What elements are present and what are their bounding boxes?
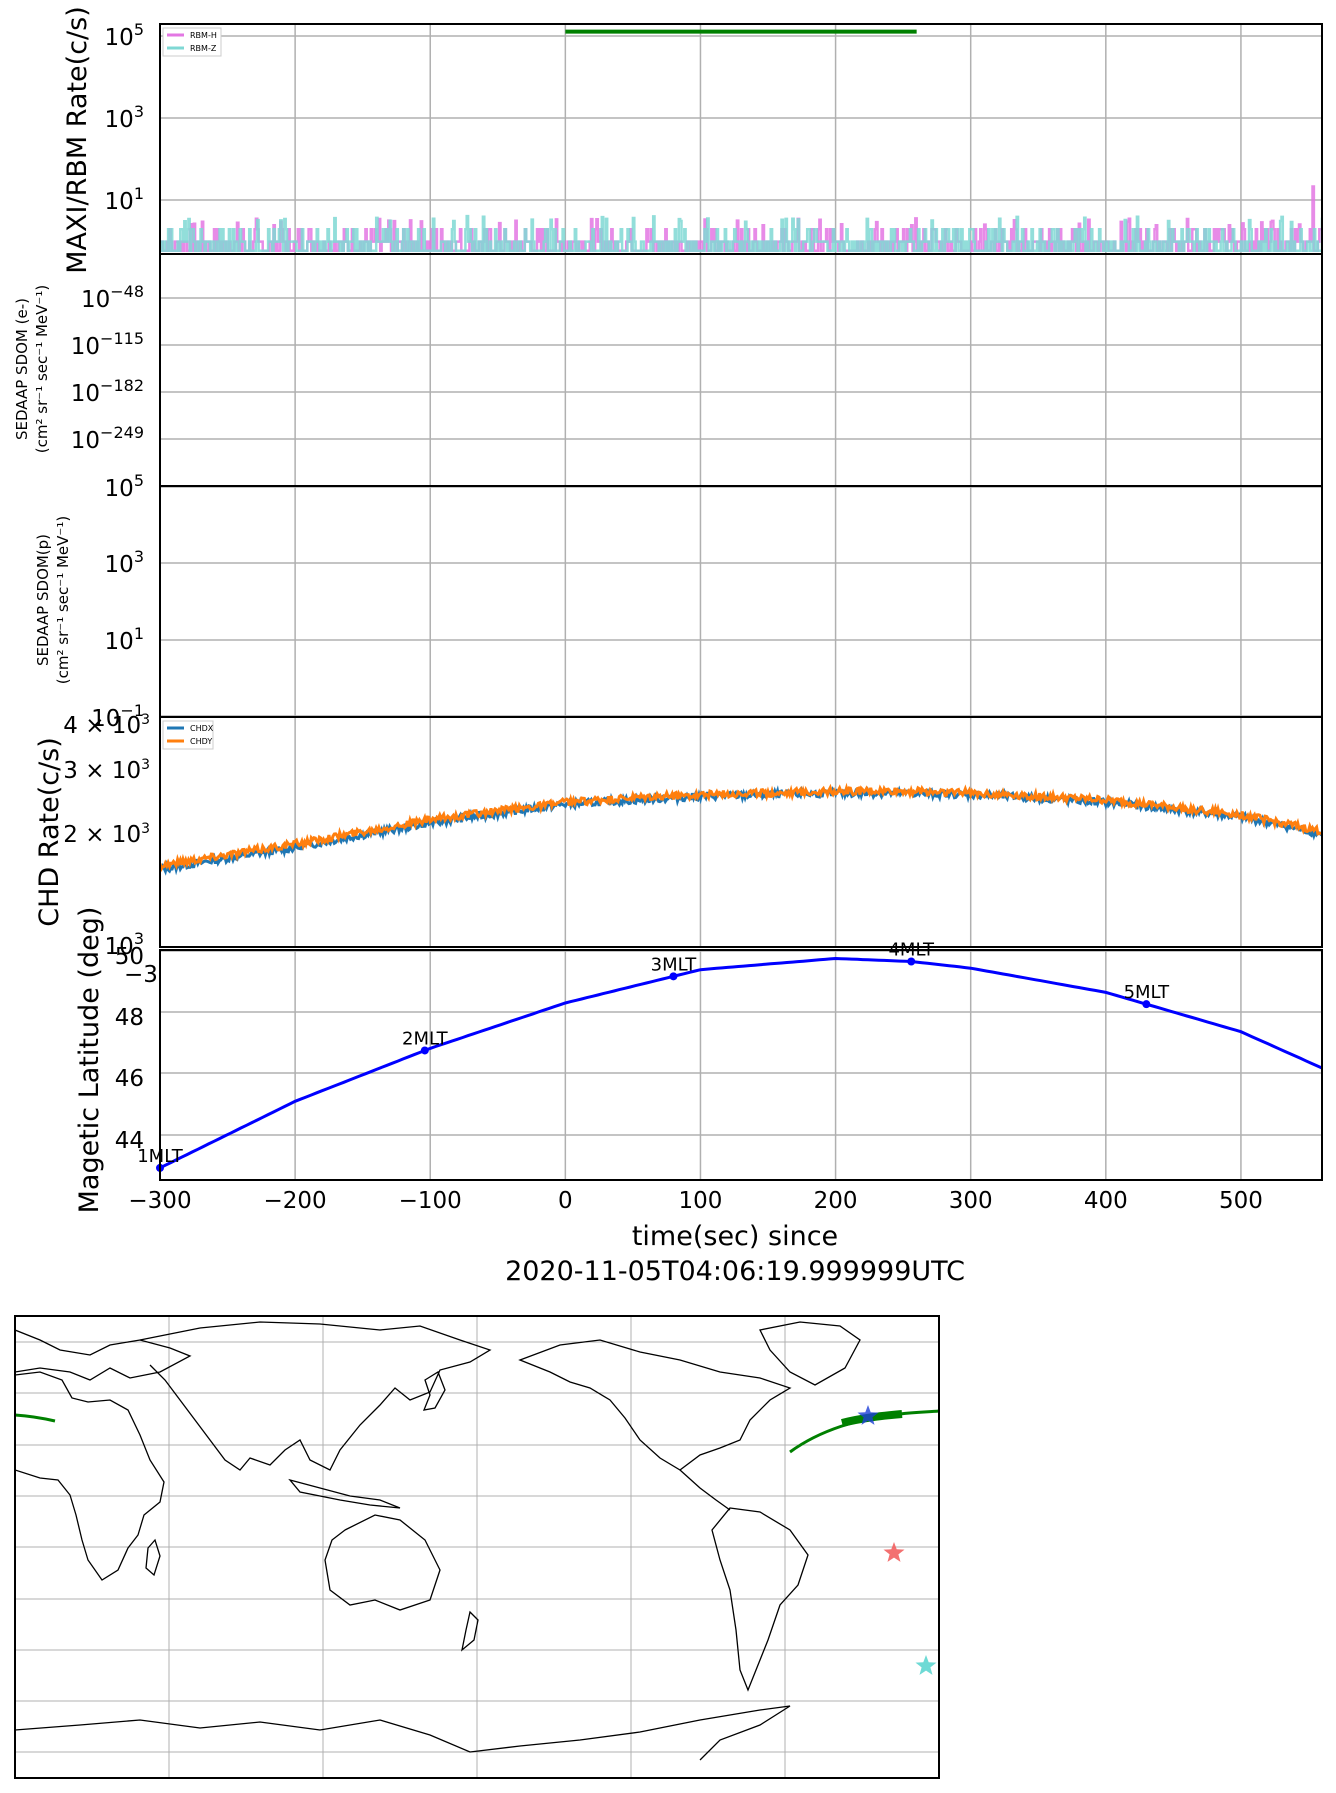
sdom-e-panel: 10−48 10−115 10−182 10−249 SEDAAP SDOM (…: [13, 282, 144, 454]
latitude-series: [160, 956, 1322, 1170]
rbm-y-axis-label: MAXI/RBM Rate(c/s): [62, 6, 93, 273]
australia-coast: [324, 1514, 441, 1611]
japan-coast: [422, 1371, 446, 1411]
world-map: [14, 1315, 940, 1779]
star-marker-red: [883, 1542, 905, 1562]
tick-label: 10−249: [71, 423, 144, 454]
tick-label: 101: [105, 624, 144, 655]
mlt-point: [420, 1046, 429, 1055]
south-america-coast: [711, 1507, 809, 1692]
tick-label: 10−48: [81, 282, 144, 313]
greenland-coast: [759, 1321, 861, 1386]
sdom-e-y-ticks: 10−48 10−115 10−182 10−249: [71, 282, 144, 454]
tick-label: 10−115: [71, 329, 144, 360]
tick-label: 44: [115, 1128, 144, 1154]
central-america-coast: [679, 1469, 731, 1511]
antarctica-coast: [15, 1705, 791, 1761]
tick-label: 2 × 103: [63, 821, 150, 848]
stray-tick-label: −3: [124, 962, 158, 988]
chd-series: [160, 782, 1322, 876]
chd-legend: CHDX CHDY: [162, 720, 214, 750]
tick-label: 4 × 103: [63, 712, 150, 739]
x-axis-label-line1: time(sec) since: [632, 1221, 838, 1252]
satellite-track-left: [14, 1413, 56, 1423]
x-tick-labels: −300 −200 −100 0 100 200 300 400 500: [128, 1188, 1262, 1214]
x-tick-label: 0: [558, 1188, 573, 1214]
latitude-y-axis-label: Magetic Latitude (deg): [74, 907, 105, 1214]
latitude-y-ticks: 50 48 46 44 −3: [115, 944, 158, 1154]
chd-y-axis-label: CHD Rate(c/s): [34, 737, 65, 927]
mlt-point: [1142, 1000, 1151, 1009]
sdom-p-panel: 105 103 101 10−1 SEDAAP SDOM(p) (cm² sr⁻…: [34, 471, 144, 732]
rbm-line-rbm-z: [160, 214, 1322, 252]
mlt-label: 3MLT: [651, 954, 698, 975]
x-tick-label: 400: [1084, 1188, 1128, 1214]
map-frame: [14, 1315, 940, 1779]
sdom-p-y-ticks: 105 103 101 10−1: [91, 471, 144, 732]
rbm-y-ticks: 105 103 101: [105, 20, 144, 215]
legend-label-rbm-h: RBM-H: [190, 31, 217, 40]
sdom-e-y-axis-label: SEDAAP SDOM (e-) (cm² sr⁻¹ sec⁻¹ MeV⁻¹): [13, 285, 51, 453]
tick-label: 103: [105, 547, 144, 578]
chdy-line: [160, 782, 1322, 873]
tick-label: 105: [105, 20, 144, 51]
north-america-coast: [518, 1339, 792, 1471]
panel-frames: [159, 23, 1323, 1181]
sdom-p-y-axis-label: SEDAAP SDOM(p) (cm² sr⁻¹ sec⁻¹ MeV⁻¹): [34, 516, 72, 684]
tick-label: 10−182: [71, 376, 144, 407]
tick-label: 50: [115, 944, 144, 970]
coastlines: [15, 1321, 861, 1761]
star-marker-blue: [857, 1405, 879, 1425]
madagascar-coast: [145, 1538, 161, 1577]
legend-label-chdy: CHDY: [190, 737, 212, 746]
rbm-panel: RBM-H RBM-Z 105 103 101 MAXI/RBM Rate(c/…: [62, 6, 1322, 274]
legend-label-chdx: CHDX: [190, 724, 214, 733]
tick-label: 48: [115, 1005, 144, 1031]
latitude-line: [160, 956, 1322, 1170]
star-marker-cyan: [915, 1655, 937, 1675]
mlt-label: 2MLT: [402, 1028, 449, 1049]
chd-y-ticks: 4 × 103 3 × 103 2 × 103 103: [63, 712, 150, 960]
newzealand-coast: [461, 1610, 479, 1652]
x-axis-label-line2: 2020-11-05T04:06:19.999999UTC: [505, 1256, 965, 1287]
x-tick-label: −200: [264, 1188, 327, 1214]
tick-label: 46: [115, 1066, 144, 1092]
mlt-label: 5MLT: [1124, 982, 1171, 1003]
indonesia-coast: [288, 1478, 401, 1509]
mlt-point: [669, 972, 678, 981]
rbm-series: [160, 185, 1322, 252]
tick-label: 101: [105, 184, 144, 215]
africa-coast: [15, 1371, 165, 1581]
tick-label: 103: [105, 102, 144, 133]
mlt-point: [907, 957, 916, 966]
europe-coast: [15, 1329, 192, 1381]
x-tick-label: 200: [814, 1188, 858, 1214]
x-tick-label: 100: [679, 1188, 723, 1214]
tick-label: 105: [105, 471, 144, 502]
sdom-e-label-line2: (cm² sr⁻¹ sec⁻¹ MeV⁻¹): [33, 285, 51, 453]
x-tick-label: 500: [1219, 1188, 1263, 1214]
x-tick-label: −300: [128, 1188, 191, 1214]
sdom-e-label-line1: SEDAAP SDOM (e-): [13, 298, 31, 440]
chd-panel: CHDX CHDY 4 × 103 3 × 103 2 × 103 103 CH…: [34, 712, 1322, 960]
rbm-legend: RBM-H RBM-Z: [162, 27, 222, 57]
sdom-p-label-line1: SEDAAP SDOM(p): [34, 534, 52, 666]
asia-coast: [139, 1321, 492, 1471]
legend-label-rbm-z: RBM-Z: [190, 44, 217, 53]
x-tick-label: 300: [949, 1188, 993, 1214]
tick-label: 3 × 103: [63, 757, 150, 784]
grid-lines: [159, 24, 1322, 1180]
sdom-p-label-line2: (cm² sr⁻¹ sec⁻¹ MeV⁻¹): [54, 516, 72, 684]
x-tick-label: −100: [399, 1188, 462, 1214]
